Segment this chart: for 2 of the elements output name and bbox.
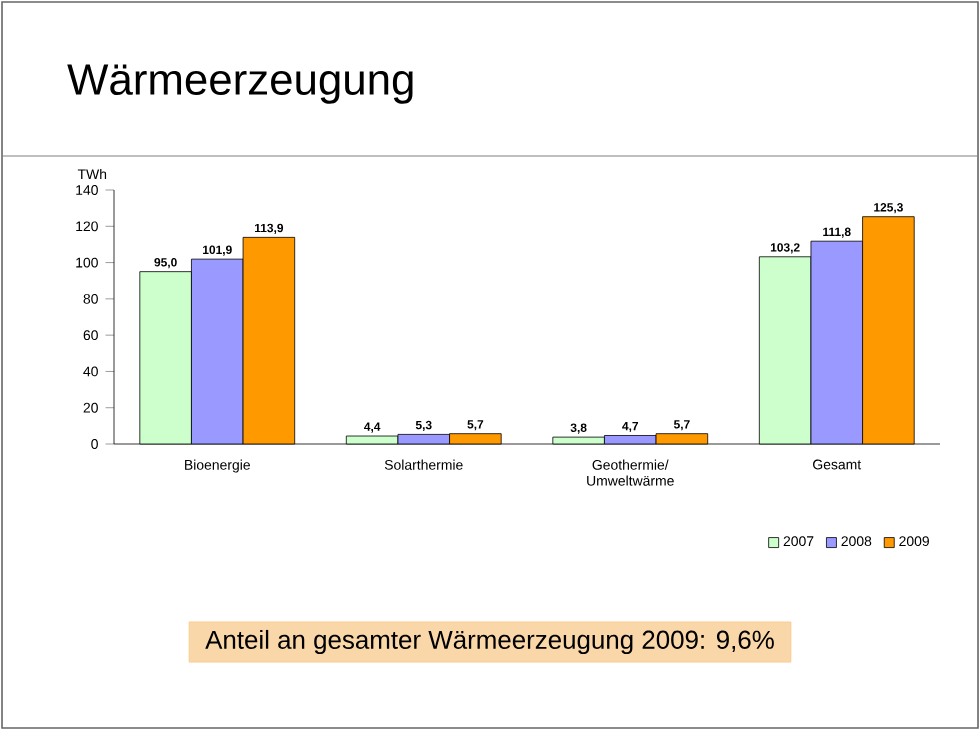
chart-title: Wärmeerzeugung — [67, 64, 413, 104]
text: Anteil an gesamter Wärmeerzeugung 2009: 9,6% — [205, 629, 774, 655]
